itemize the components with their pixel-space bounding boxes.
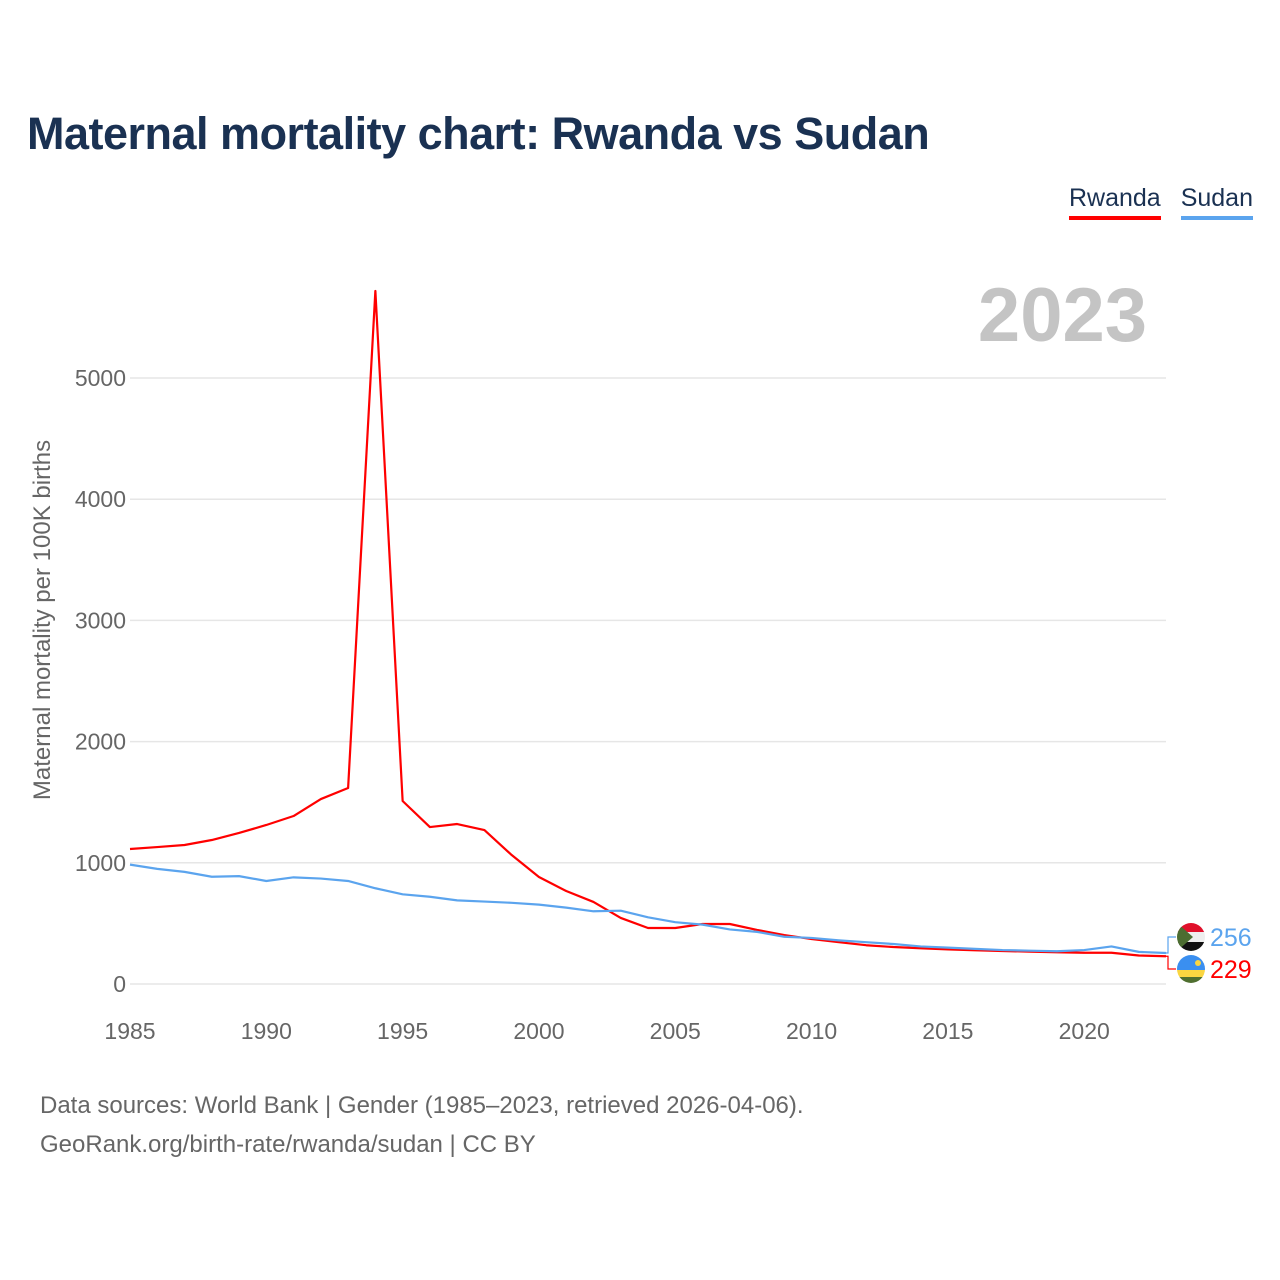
year-label: 2023 bbox=[977, 273, 1147, 358]
flag-sun bbox=[1195, 960, 1201, 966]
footer: Data sources: World Bank | Gender (1985–… bbox=[40, 1086, 804, 1164]
series-line-rwanda bbox=[129, 289, 1167, 958]
flag-icon-rwanda bbox=[1177, 955, 1205, 983]
flag-band bbox=[1177, 955, 1205, 970]
flag-triangle bbox=[1177, 923, 1193, 951]
y-tick-label: 0 bbox=[113, 971, 126, 997]
x-tick-label: 2015 bbox=[922, 1018, 973, 1044]
x-tick-label: 2010 bbox=[786, 1018, 837, 1044]
x-tick-label: 1985 bbox=[104, 1018, 155, 1044]
x-tick-label: 2000 bbox=[513, 1018, 564, 1044]
legend-rwanda[interactable]: Rwanda bbox=[1068, 184, 1161, 220]
x-tick-label: 1990 bbox=[241, 1018, 292, 1044]
flag bbox=[1177, 923, 1205, 951]
flag-band bbox=[1177, 923, 1205, 932]
y-tick-label: 4000 bbox=[75, 486, 126, 512]
flag-band bbox=[1177, 970, 1205, 977]
end-value-label: 256 bbox=[1210, 924, 1252, 952]
series-line-sudan bbox=[129, 863, 1167, 955]
y-axis-label: Maternal mortality per 100K births bbox=[29, 440, 56, 800]
attribution-link[interactable]: GeoRank.org/birth-rate/rwanda/sudan | CC… bbox=[40, 1131, 536, 1158]
end-value-label: 229 bbox=[1210, 956, 1252, 984]
flag-band bbox=[1177, 942, 1205, 951]
chart-title: Maternal mortality chart: Rwanda vs Suda… bbox=[27, 108, 930, 159]
flag-band bbox=[1177, 977, 1205, 983]
y-tick-label: 2000 bbox=[75, 729, 126, 755]
end-connector bbox=[1166, 955, 1176, 970]
legend-sudan[interactable]: Sudan bbox=[1180, 184, 1253, 220]
x-tick-label: 1995 bbox=[377, 1018, 428, 1044]
y-tick-label: 1000 bbox=[75, 850, 126, 876]
y-tick-label: 3000 bbox=[75, 607, 126, 633]
legend: Rwanda Sudan bbox=[1068, 184, 1253, 220]
source-text: Data sources: World Bank | Gender (1985–… bbox=[40, 1092, 804, 1119]
end-connector bbox=[1166, 936, 1176, 954]
y-tick-label: 5000 bbox=[75, 365, 126, 391]
flag bbox=[1177, 955, 1205, 983]
x-tick-label: 2020 bbox=[1059, 1018, 1110, 1044]
x-tick-label: 2005 bbox=[650, 1018, 701, 1044]
flag-icon-sudan bbox=[1177, 923, 1205, 951]
